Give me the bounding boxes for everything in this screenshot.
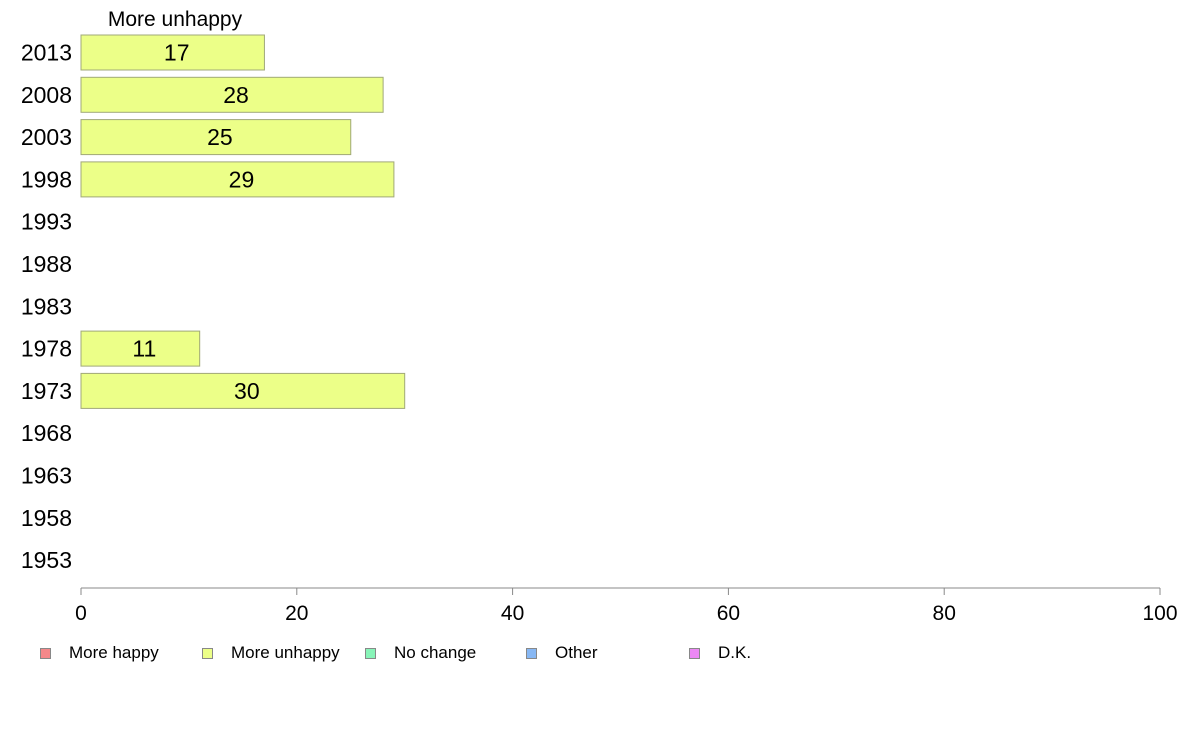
legend-item-no-change: No change — [365, 642, 476, 664]
y-tick-label: 2003 — [21, 124, 72, 150]
x-tick-label: 80 — [933, 602, 956, 625]
legend-swatch-dk — [689, 647, 700, 659]
legend-label: Other — [555, 643, 598, 662]
bar — [80, 372, 406, 409]
y-tick-label: 1968 — [21, 420, 72, 446]
legend-item-other: Other — [526, 642, 598, 664]
y-tick-label: 1983 — [21, 293, 72, 319]
legend-label: D.K. — [718, 643, 752, 662]
legend: More happy More unhappy No change Other … — [40, 642, 840, 664]
x-tick-label: 20 — [285, 602, 308, 625]
legend-item-dk: D.K. — [689, 642, 751, 664]
bar — [80, 330, 201, 367]
bar-chart: More unhappy 17 28 25 29 11 30 2013 2008 2003 19… — [21, 8, 1178, 625]
legend-label: More happy — [69, 643, 159, 662]
y-tick-label: 1953 — [21, 547, 72, 573]
x-tick-label: 40 — [501, 602, 524, 625]
legend-item-more-happy: More happy — [40, 642, 159, 664]
bar — [80, 119, 352, 156]
y-tick-label: 2008 — [21, 82, 72, 108]
bar — [80, 76, 384, 113]
bar — [80, 161, 395, 198]
x-tick-label: 60 — [717, 602, 740, 625]
legend-label: More unhappy — [231, 643, 340, 662]
legend-swatch-no-change — [365, 647, 376, 659]
y-tick-label: 1988 — [21, 251, 72, 277]
legend-swatch-more-unhappy — [202, 647, 213, 659]
bar-value-label: 17 — [164, 40, 190, 66]
y-tick-label: 2013 — [21, 40, 72, 66]
bar-value-label: 11 — [132, 336, 156, 362]
bar-value-label: 28 — [223, 82, 249, 108]
x-tick-label: 0 — [75, 602, 87, 625]
x-tick-label: 100 — [1142, 602, 1177, 625]
y-tick-label: 1958 — [21, 505, 72, 531]
legend-item-more-unhappy: More unhappy — [202, 642, 340, 664]
bar-value-label: 29 — [229, 166, 255, 192]
y-tick-label: 1998 — [21, 166, 72, 192]
y-tick-label: 1993 — [21, 209, 72, 235]
y-tick-label: 1963 — [21, 463, 72, 489]
legend-swatch-more-happy — [40, 647, 51, 659]
legend-label: No change — [394, 643, 477, 662]
y-tick-label: 1978 — [21, 336, 72, 362]
legend-swatch-other — [526, 647, 537, 659]
bar-value-label: 30 — [234, 378, 260, 404]
chart-title: More unhappy — [108, 8, 243, 31]
y-tick-label: 1973 — [21, 378, 72, 404]
bar — [80, 34, 265, 71]
bar-value-label: 25 — [207, 124, 233, 150]
